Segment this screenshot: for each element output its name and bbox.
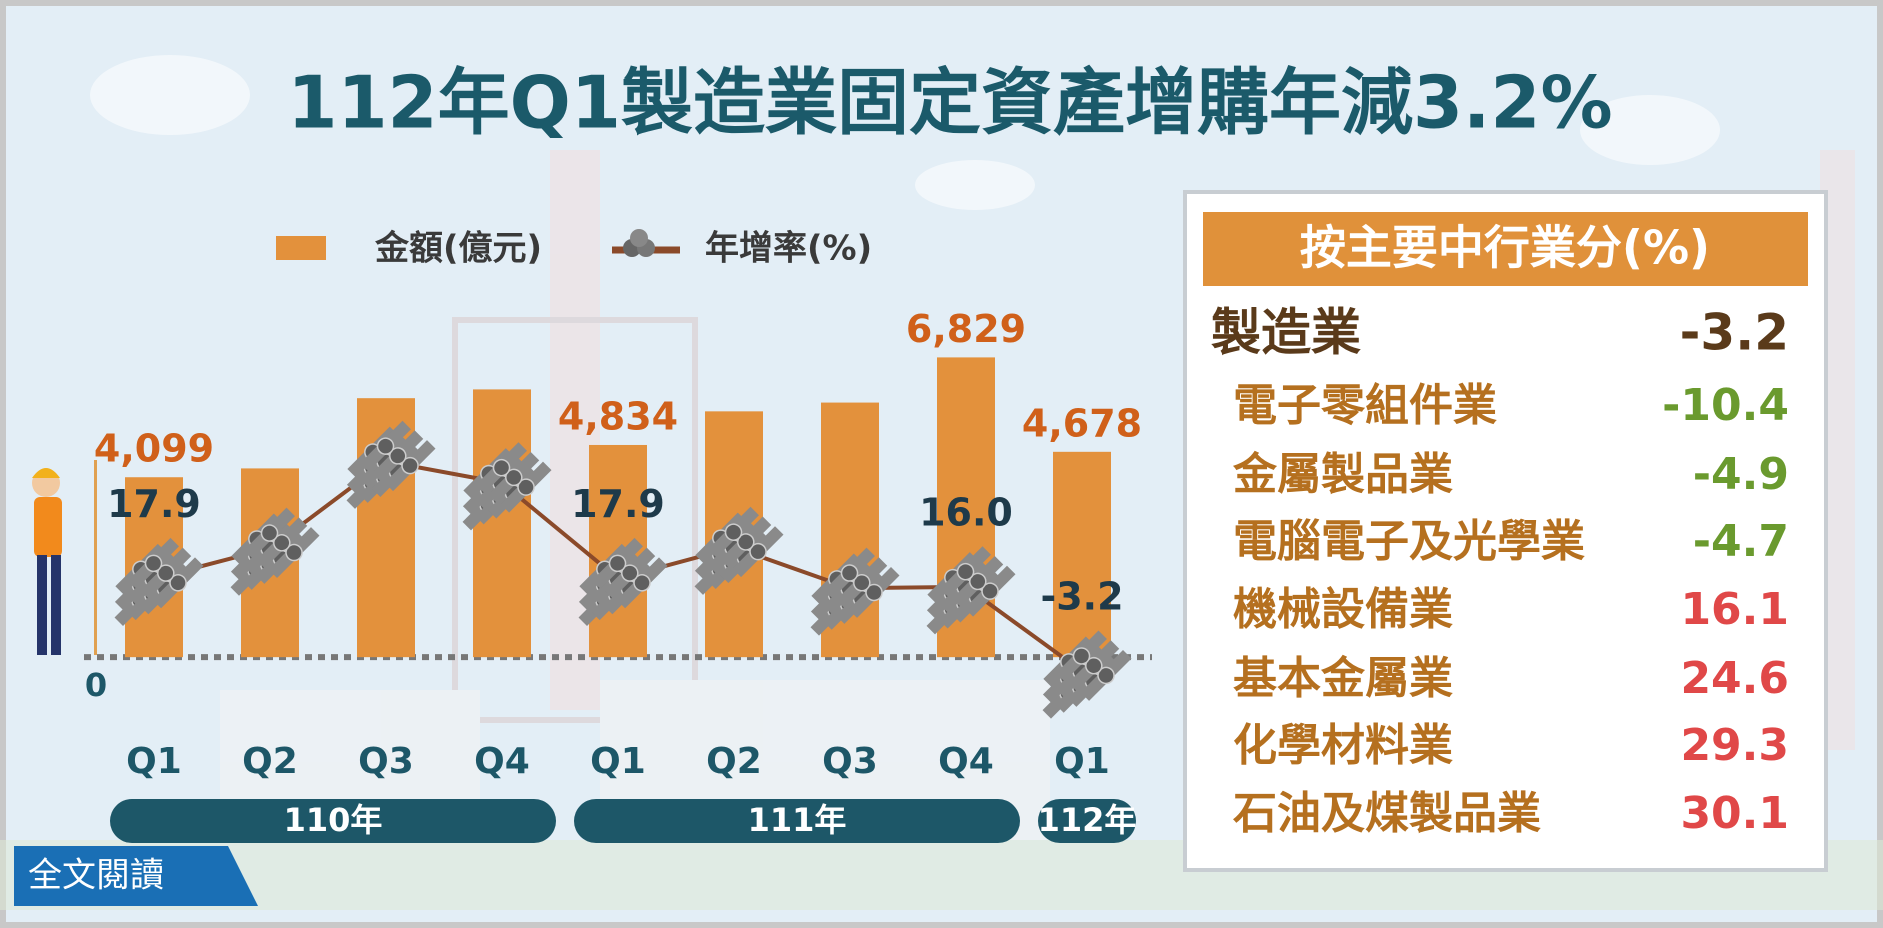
x-tick-label: Q1	[590, 741, 646, 782]
x-tick-label: Q4	[474, 741, 530, 782]
pipe-end	[273, 534, 291, 552]
pipe-end	[981, 582, 999, 600]
bar	[473, 389, 531, 658]
line-value-label: 17.9	[107, 482, 201, 526]
legend-swatch	[276, 236, 326, 260]
panel-row-value: 29.3	[1680, 720, 1789, 771]
line-value-label: 16.0	[919, 490, 1013, 534]
x-tick-label: Q1	[1054, 741, 1110, 782]
x-group-pill	[1038, 799, 1136, 843]
pipe-end	[853, 573, 871, 592]
button-shape[interactable]	[14, 846, 258, 906]
pipe-end	[737, 533, 755, 551]
pipe-marker	[926, 546, 1016, 635]
panel-row-name: 電腦電子及光學業	[1233, 516, 1585, 567]
x-group-label: 110年	[284, 801, 383, 839]
pipe-marker	[578, 537, 668, 627]
pipe-end	[492, 458, 511, 477]
chart-title: 112年Q1製造業固定資產增購年減3.2%	[287, 61, 1612, 145]
pipe-end	[1072, 647, 1091, 665]
bar-value-label: 4,678	[1022, 401, 1142, 445]
pipe-end	[260, 524, 279, 542]
legend: 金額(億元) 年增率(%)	[276, 229, 872, 269]
panel-row-name: 電子零組件業	[1233, 380, 1497, 431]
panel-row-value: 16.1	[1680, 584, 1789, 635]
panel-row-name: 石油及煤製品業	[1233, 788, 1541, 839]
line-value-label: -3.2	[1040, 575, 1123, 619]
pipe-end	[157, 564, 175, 582]
panel-row-value: -4.7	[1693, 516, 1789, 567]
panel-row-value: -4.9	[1693, 449, 1789, 500]
bar-value-label: 6,829	[906, 307, 1026, 351]
pipe-end	[1085, 656, 1103, 675]
bar-value-label: 4,834	[558, 394, 678, 438]
pipe-end	[724, 523, 743, 541]
panel-row-name: 基本金屬業	[1233, 653, 1453, 704]
panel-title: 按主要中行業分(%)	[1300, 221, 1710, 275]
y-tick-label: 0	[85, 666, 107, 704]
legend-label: 金額(億元)	[374, 229, 542, 269]
panel-row-value: -3.2	[1680, 304, 1789, 362]
panel-row-name: 製造業	[1211, 304, 1361, 362]
worker-figure	[32, 460, 97, 655]
bar	[1053, 451, 1111, 658]
pipe-end	[505, 468, 523, 487]
x-tick-label: Q2	[706, 741, 762, 782]
pipe-end	[169, 574, 187, 592]
panel-row-name: 機械設備業	[1233, 584, 1453, 635]
pipe-marker	[230, 507, 320, 596]
pipe-marker	[114, 537, 204, 627]
x-group-label: 112年	[1038, 801, 1137, 839]
x-tick-label: Q3	[822, 741, 878, 782]
pipe-end	[376, 437, 395, 455]
pipe-marker	[1042, 630, 1132, 719]
panel-row-value: 30.1	[1680, 788, 1789, 839]
pipe-end	[633, 574, 651, 592]
legend-marker	[623, 229, 655, 257]
bar-value-label: 4,099	[94, 427, 214, 471]
pipe-end	[144, 554, 163, 573]
panel-row-name: 金屬製品業	[1232, 449, 1453, 500]
panel-row-value: 24.6	[1680, 653, 1789, 704]
x-group-pill	[574, 799, 1020, 843]
pipe-end	[389, 447, 407, 465]
pipe-end	[517, 478, 535, 496]
panel	[1183, 190, 1828, 872]
pipe-end	[621, 564, 639, 582]
pipe-marker	[346, 420, 436, 509]
pipe-end	[956, 562, 975, 581]
pipe-marker	[810, 547, 900, 636]
read-more-button[interactable]: 全文閱讀	[14, 846, 258, 906]
pipe-end	[840, 564, 859, 582]
legend-label: 年增率(%)	[705, 229, 872, 269]
pipe-end	[969, 572, 987, 591]
pipe-end	[608, 554, 627, 573]
panel-row-value: -10.4	[1662, 380, 1789, 431]
panel-header	[1203, 212, 1808, 286]
x-tick-label: Q3	[358, 741, 414, 782]
line-value-label: 17.9	[571, 482, 665, 526]
pipe-marker	[694, 506, 784, 595]
pipe-end	[749, 542, 767, 561]
x-group-label: 111年	[748, 801, 847, 839]
x-tick-label: Q4	[938, 741, 994, 782]
pipe-marker	[462, 442, 552, 531]
x-tick-label: Q2	[242, 741, 298, 782]
pipe-end	[865, 583, 883, 602]
x-tick-label: Q1	[126, 741, 182, 782]
pipe-end	[285, 543, 303, 562]
pipe-end	[1097, 666, 1115, 685]
x-group-pill	[110, 799, 556, 843]
button-label[interactable]: 全文閱讀	[28, 856, 164, 896]
panel-row-name: 化學材料業	[1233, 720, 1453, 771]
pipe-end	[401, 456, 419, 475]
